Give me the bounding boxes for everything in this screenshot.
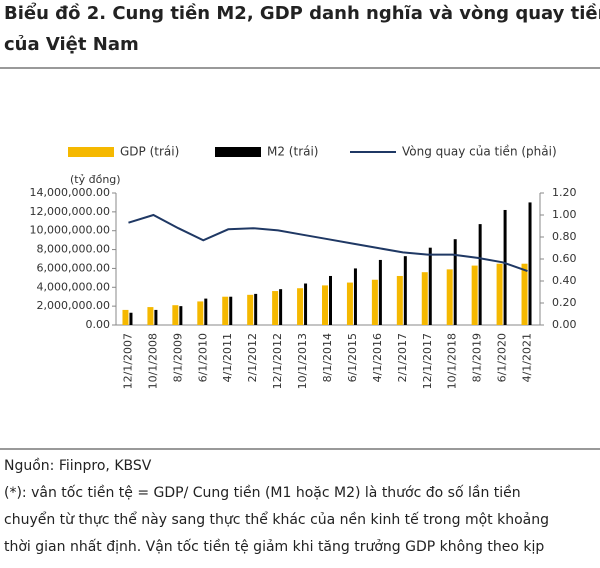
bar [297, 288, 304, 325]
y-tick-label: 2,000,000.00 [37, 299, 110, 312]
bar [172, 305, 179, 325]
x-tick-label: 2/1/2017 [396, 333, 409, 382]
x-tick-label: 8/1/2019 [471, 333, 484, 382]
y-tick-label: 12,000,000.00 [30, 205, 110, 218]
bar [122, 309, 129, 325]
y-tick-label: 4,000,000.00 [37, 280, 110, 293]
x-tick-label: 6/1/2010 [196, 333, 209, 382]
bar [428, 247, 432, 325]
note-line: chuyển từ thực thể này sang thực thể khá… [4, 511, 549, 528]
x-tick-label: 6/1/2015 [346, 333, 359, 382]
x-tick-label: 10/1/2018 [446, 333, 459, 389]
bar [279, 289, 283, 325]
bar [229, 296, 233, 325]
bar [403, 256, 407, 325]
bar [247, 294, 254, 325]
x-tick-label: 8/1/2009 [171, 333, 184, 382]
y-tick-label: 8,000,000.00 [37, 243, 110, 256]
bar [154, 309, 158, 325]
y2-tick-label: 1.00 [552, 208, 577, 221]
bar [378, 259, 382, 325]
x-tick-label: 6/1/2020 [496, 333, 509, 382]
y2-tick-label: 0.40 [552, 274, 577, 287]
bar [197, 301, 204, 325]
y2-tick-label: 0.80 [552, 230, 577, 243]
bar [446, 269, 453, 325]
y2-tick-label: 0.60 [552, 252, 577, 265]
source: Nguồn: Fiinpro, KBSV [4, 457, 152, 474]
bar [453, 239, 457, 325]
bar [371, 279, 378, 325]
y2-tick-label: 0.20 [552, 296, 577, 309]
x-tick-label: 2/1/2012 [246, 333, 259, 382]
legend-label: M2 (trái) [267, 145, 319, 159]
x-tick-label: 12/1/2017 [421, 333, 434, 389]
y-tick-label: 10,000,000.00 [30, 224, 110, 237]
x-tick-label: 10/1/2013 [296, 333, 309, 389]
bar [147, 307, 154, 325]
bar [478, 224, 482, 325]
bar [329, 275, 332, 325]
x-tick-label: 4/1/2021 [521, 333, 534, 382]
chart-title: của Việt Nam [4, 34, 139, 55]
y2-tick-label: 1.20 [552, 186, 577, 199]
x-tick-label: 4/1/2011 [221, 333, 234, 382]
bar [496, 263, 503, 325]
legend-label: Vòng quay của tiền (phải) [402, 145, 557, 159]
bar [471, 265, 478, 325]
bar [421, 272, 428, 325]
bar [272, 291, 279, 325]
bar [346, 282, 353, 325]
x-tick-label: 10/1/2008 [146, 333, 159, 389]
chart-title: Biểu đồ 2. Cung tiền M2, GDP danh nghĩa … [4, 2, 600, 24]
bar [396, 275, 403, 325]
legend-swatch [68, 147, 114, 157]
y-tick-label: 0.00 [86, 318, 111, 331]
legend-swatch [215, 147, 261, 157]
bar [254, 293, 258, 325]
bar [353, 268, 357, 325]
bar [304, 283, 308, 325]
legend-label: GDP (trái) [120, 145, 179, 159]
y-tick-label: 14,000,000.00 [30, 186, 110, 199]
bar [222, 296, 229, 325]
y2-tick-label: 0.00 [552, 318, 577, 331]
bar [503, 209, 507, 325]
bar [129, 312, 133, 325]
bar [204, 298, 208, 325]
bar [322, 285, 328, 325]
note-line: thời gian nhất định. Vận tốc tiền tệ giả… [4, 538, 544, 555]
x-tick-label: 12/1/2012 [271, 333, 284, 389]
line [128, 213, 528, 273]
bar [179, 306, 183, 325]
y-axis-label: (tỷ đồng) [70, 173, 121, 186]
bar [528, 202, 532, 325]
y-tick-label: 6,000,000.00 [37, 261, 110, 274]
x-tick-label: 12/1/2007 [121, 333, 134, 389]
x-tick-label: 4/1/2016 [371, 333, 384, 382]
bar [521, 263, 528, 325]
x-tick-label: 8/1/2014 [321, 333, 334, 382]
note-line: (*): vân tốc tiền tệ = GDP/ Cung tiền (M… [4, 484, 521, 501]
